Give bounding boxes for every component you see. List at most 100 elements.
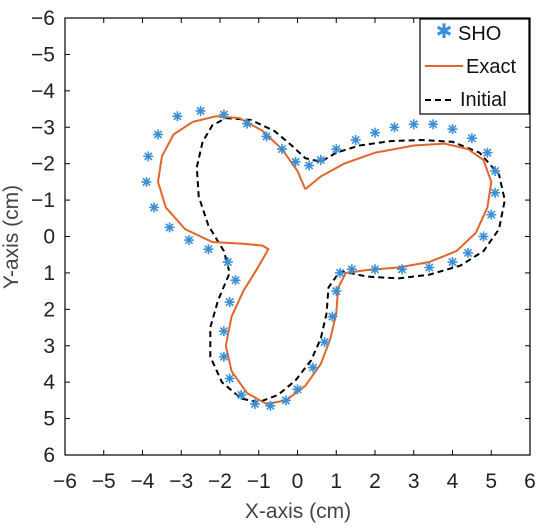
- sho-point: [447, 124, 458, 135]
- sho-point-stroke: [409, 120, 418, 129]
- sho-point-stroke: [425, 263, 434, 272]
- x-tick-label: 1: [330, 470, 342, 493]
- x-tick-label: −5: [92, 470, 116, 493]
- sho-point-stroke: [225, 297, 234, 307]
- sho-point-stroke: [397, 265, 407, 274]
- sho-point-stroke: [483, 148, 492, 157]
- legend-label-sho: SHO: [458, 23, 501, 45]
- x-tick-label: −1: [247, 470, 271, 493]
- y-tick-label: 4: [43, 371, 55, 394]
- x-tick-label: 2: [369, 470, 381, 493]
- sho-point-stroke: [316, 155, 325, 165]
- y-tick-label: −1: [31, 189, 55, 212]
- sho-point-stroke: [332, 286, 341, 296]
- sho-point: [164, 222, 175, 233]
- sho-point: [331, 144, 342, 155]
- sho-point: [478, 231, 489, 242]
- sho-point: [397, 264, 408, 275]
- x-tick-label: −6: [53, 470, 77, 493]
- y-tick-label: −2: [31, 153, 55, 176]
- x-tick-label: −4: [131, 470, 155, 493]
- sho-point: [319, 337, 330, 348]
- sho-point-stroke: [291, 157, 300, 166]
- sho-point-stroke: [332, 144, 341, 154]
- sho-point-stroke: [184, 235, 194, 245]
- sho-point: [184, 235, 194, 246]
- y-axis-label: Y-axis (cm): [0, 185, 23, 289]
- sho-point-stroke: [390, 123, 399, 132]
- sho-point: [195, 105, 206, 116]
- x-tick-label: 5: [485, 470, 497, 493]
- sho-point: [304, 160, 315, 171]
- sho-point: [236, 389, 247, 400]
- sho-point-stroke: [487, 210, 496, 219]
- sho-point-stroke: [304, 161, 314, 170]
- sho-point: [327, 311, 338, 322]
- sho-point-stroke: [293, 385, 302, 394]
- sho-point: [149, 202, 160, 213]
- sho-point-stroke: [204, 245, 213, 254]
- legend-label-initial: Initial: [460, 89, 507, 111]
- sho-point-stroke: [142, 177, 151, 187]
- y-tick-label: 0: [43, 226, 55, 249]
- sho-point-stroke: [262, 132, 271, 141]
- sho-point: [218, 109, 229, 120]
- sho-point: [153, 129, 163, 140]
- sho-point-stroke: [153, 130, 163, 139]
- sho-point: [242, 118, 253, 129]
- y-tick-label: 1: [43, 262, 55, 285]
- x-axis-label: X-axis (cm): [245, 500, 351, 523]
- y-tick-label: −6: [31, 7, 55, 30]
- sho-point: [143, 151, 154, 162]
- sho-point: [280, 395, 291, 406]
- sho-point: [224, 297, 235, 308]
- sho-point: [486, 209, 497, 220]
- sho-point-stroke: [266, 401, 275, 410]
- sho-point: [335, 267, 346, 278]
- sho-point-stroke: [308, 363, 318, 372]
- x-tick-label: 4: [447, 470, 459, 493]
- series-exact-line: [156, 115, 493, 406]
- sho-point: [141, 176, 152, 187]
- sho-point-stroke: [448, 124, 457, 134]
- sho-point-stroke: [149, 203, 159, 212]
- sho-point: [224, 373, 235, 384]
- sho-point-stroke: [219, 110, 229, 119]
- sho-point: [315, 155, 326, 165]
- x-tick-label: −3: [169, 470, 193, 493]
- sho-point-stroke: [231, 276, 240, 285]
- sho-point: [331, 286, 342, 297]
- sho-point: [222, 257, 233, 267]
- sho-point-stroke: [237, 390, 246, 400]
- sho-point: [290, 156, 301, 167]
- sho-point: [370, 264, 380, 275]
- sho-point-stroke: [277, 144, 287, 154]
- sho-point: [265, 400, 276, 411]
- sho-point-stroke: [225, 374, 234, 383]
- x-tick-label: 3: [408, 470, 420, 493]
- sho-point-stroke: [165, 223, 174, 232]
- y-tick-label: 5: [43, 408, 55, 431]
- sho-point: [408, 119, 419, 130]
- sho-point: [424, 262, 435, 273]
- sho-point: [482, 147, 493, 158]
- x-tick-label: −2: [208, 470, 232, 493]
- sho-point: [447, 257, 458, 267]
- sho-point: [261, 131, 272, 142]
- sho-point-stroke: [467, 134, 477, 143]
- sho-point: [463, 247, 473, 258]
- axis-ticks: −6 −5 −4 −3 −2 −1 0 1 2 3 4 5 6 6 5 4 3 2 1 0 −1 −2 −3 −4 −5 −6: [31, 7, 536, 493]
- sho-point: [218, 351, 229, 362]
- sho-point-stroke: [320, 337, 329, 347]
- sho-point: [277, 144, 287, 155]
- legend-asterisk-icon: ✱: [436, 19, 453, 43]
- sho-point-stroke: [347, 265, 356, 274]
- y-tick-label: −5: [31, 43, 55, 66]
- sho-point-stroke: [328, 312, 337, 321]
- y-tick-label: 2: [43, 298, 55, 321]
- legend: ✱ SHO Exact Initial: [419, 18, 530, 115]
- sho-point-stroke: [219, 327, 229, 336]
- sho-point-stroke: [223, 257, 232, 267]
- y-tick-label: −4: [31, 80, 55, 103]
